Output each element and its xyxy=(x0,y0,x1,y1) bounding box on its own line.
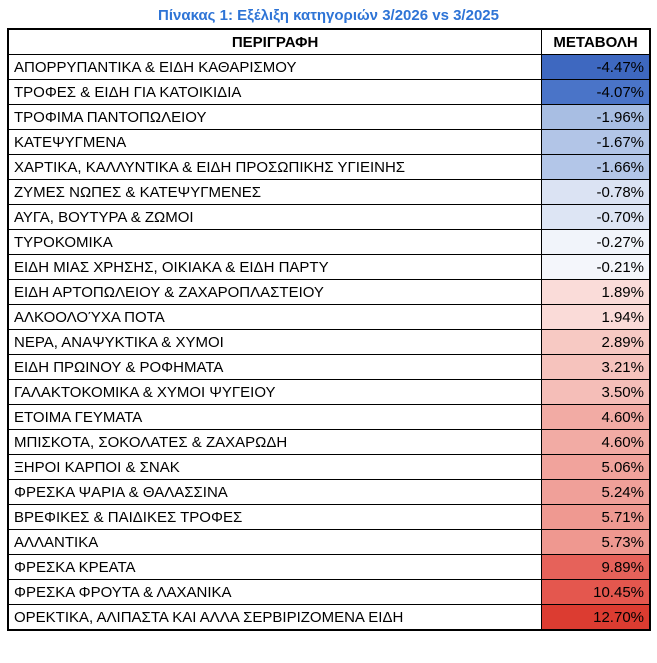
category-label: ΓΑΛΑΚΤΟΚΟΜΙΚΑ & ΧΥΜΟΙ ΨΥΓΕΙΟΥ xyxy=(7,379,543,405)
table-row: ΑΛΚΟΟΛΟΎΧΑ ΠΟΤΑ 1.94% xyxy=(7,304,651,330)
category-label: ΕΤΟΙΜΑ ΓΕΥΜΑΤΑ xyxy=(7,404,543,430)
change-value-cell: -4.47% xyxy=(541,54,651,80)
category-label: ΧΑΡΤΙΚΑ, ΚΑΛΛΥΝΤΙΚΑ & ΕΙΔΗ ΠΡΟΣΩΠΙΚΗΣ ΥΓ… xyxy=(7,154,543,180)
header-row: ΠΕΡΙΓΡΑΦΗ ΜΕΤΑΒΟΛΗ xyxy=(7,28,651,55)
change-value-cell: 5.06% xyxy=(541,454,651,480)
change-value-cell: 1.94% xyxy=(541,304,651,330)
table-row: ΒΡΕΦΙΚΕΣ & ΠΑΙΔΙΚΕΣ ΤΡΟΦΕΣ 5.71% xyxy=(7,504,651,530)
change-value-cell: 9.89% xyxy=(541,554,651,580)
category-label: ΞΗΡΟΙ ΚΑΡΠΟΙ & ΣΝΑΚ xyxy=(7,454,543,480)
category-label: ΕΙΔΗ ΑΡΤΟΠΩΛΕΙΟΥ & ΖΑΧΑΡΟΠΛΑΣΤΕΙΟΥ xyxy=(7,279,543,305)
table-row: ΜΠΙΣΚΟΤΑ, ΣΟΚΟΛΑΤΕΣ & ΖΑΧΑΡΩΔΗ 4.60% xyxy=(7,429,651,455)
table-row: ΦΡΕΣΚΑ ΚΡΕΑΤΑ 9.89% xyxy=(7,554,651,580)
category-change-table: ΠΕΡΙΓΡΑΦΗ ΜΕΤΑΒΟΛΗ ΑΠΟΡΡΥΠΑΝΤΙΚΑ & ΕΙΔΗ … xyxy=(7,28,651,631)
category-label: ΑΛΛΑΝΤΙΚΑ xyxy=(7,529,543,555)
table-row: ΝΕΡΑ, ΑΝΑΨΥΚΤΙΚΑ & ΧΥΜΟΙ 2.89% xyxy=(7,329,651,355)
column-header-change: ΜΕΤΑΒΟΛΗ xyxy=(541,28,651,55)
change-value-cell: 12.70% xyxy=(541,604,651,631)
table-title: Πίνακας 1: Εξέλιξη κατηγοριών 3/2026 vs … xyxy=(158,7,499,24)
table-row: ΖΥΜΕΣ ΝΩΠΕΣ & ΚΑΤΕΨΥΓΜΕΝΕΣ -0.78% xyxy=(7,179,651,205)
category-label: ΦΡΕΣΚΑ ΨΑΡΙΑ & ΘΑΛΑΣΣΙΝΑ xyxy=(7,479,543,505)
change-value-cell: -0.70% xyxy=(541,204,651,230)
change-value-cell: -0.78% xyxy=(541,179,651,205)
category-label: ΤΡΟΦΙΜΑ ΠΑΝΤΟΠΩΛΕΙΟΥ xyxy=(7,104,543,130)
category-label: ΑΥΓΑ, ΒΟΥΤΥΡΑ & ΖΩΜΟΙ xyxy=(7,204,543,230)
change-value-cell: -0.21% xyxy=(541,254,651,280)
category-label: ΝΕΡΑ, ΑΝΑΨΥΚΤΙΚΑ & ΧΥΜΟΙ xyxy=(7,329,543,355)
category-label: ΦΡΕΣΚΑ ΚΡΕΑΤΑ xyxy=(7,554,543,580)
table-row: ΦΡΕΣΚΑ ΨΑΡΙΑ & ΘΑΛΑΣΣΙΝΑ 5.24% xyxy=(7,479,651,505)
table-row: ΤΡΟΦΙΜΑ ΠΑΝΤΟΠΩΛΕΙΟΥ -1.96% xyxy=(7,104,651,130)
table-row: ΑΥΓΑ, ΒΟΥΤΥΡΑ & ΖΩΜΟΙ -0.70% xyxy=(7,204,651,230)
change-value-cell: 4.60% xyxy=(541,404,651,430)
change-value-cell: -4.07% xyxy=(541,79,651,105)
table-row: ΤΥΡΟΚΟΜΙΚΑ -0.27% xyxy=(7,229,651,255)
table-row: ΞΗΡΟΙ ΚΑΡΠΟΙ & ΣΝΑΚ 5.06% xyxy=(7,454,651,480)
category-label: ΑΛΚΟΟΛΟΎΧΑ ΠΟΤΑ xyxy=(7,304,543,330)
change-value-cell: -0.27% xyxy=(541,229,651,255)
table-row: ΑΠΟΡΡΥΠΑΝΤΙΚΑ & ΕΙΔΗ ΚΑΘΑΡΙΣΜΟΥ -4.47% xyxy=(7,54,651,80)
table-body: ΑΠΟΡΡΥΠΑΝΤΙΚΑ & ΕΙΔΗ ΚΑΘΑΡΙΣΜΟΥ -4.47% ΤΡΟ… xyxy=(7,54,651,631)
category-label: ΒΡΕΦΙΚΕΣ & ΠΑΙΔΙΚΕΣ ΤΡΟΦΕΣ xyxy=(7,504,543,530)
table-row: ΓΑΛΑΚΤΟΚΟΜΙΚΑ & ΧΥΜΟΙ ΨΥΓΕΙΟΥ 3.50% xyxy=(7,379,651,405)
table-row: ΕΙΔΗ ΑΡΤΟΠΩΛΕΙΟΥ & ΖΑΧΑΡΟΠΛΑΣΤΕΙΟΥ 1.89% xyxy=(7,279,651,305)
table-row: ΕΤΟΙΜΑ ΓΕΥΜΑΤΑ 4.60% xyxy=(7,404,651,430)
change-value-cell: 10.45% xyxy=(541,579,651,605)
change-value-cell: 1.89% xyxy=(541,279,651,305)
change-value-cell: -1.67% xyxy=(541,129,651,155)
table-row: ΧΑΡΤΙΚΑ, ΚΑΛΛΥΝΤΙΚΑ & ΕΙΔΗ ΠΡΟΣΩΠΙΚΗΣ ΥΓ… xyxy=(7,154,651,180)
category-label: ΤΡΟΦΕΣ & ΕΙΔΗ ΓΙΑ ΚΑΤΟΙΚΙΔΙΑ xyxy=(7,79,543,105)
table-row: ΕΙΔΗ ΜΙΑΣ ΧΡΗΣΗΣ, ΟΙΚΙΑΚΑ & ΕΙΔΗ ΠΑΡΤΥ -0… xyxy=(7,254,651,280)
change-value-cell: 4.60% xyxy=(541,429,651,455)
category-label: ΕΙΔΗ ΠΡΩΙΝΟΥ & ΡΟΦΗΜΑΤΑ xyxy=(7,354,543,380)
category-label: ΕΙΔΗ ΜΙΑΣ ΧΡΗΣΗΣ, ΟΙΚΙΑΚΑ & ΕΙΔΗ ΠΑΡΤΥ xyxy=(7,254,543,280)
category-label: ΜΠΙΣΚΟΤΑ, ΣΟΚΟΛΑΤΕΣ & ΖΑΧΑΡΩΔΗ xyxy=(7,429,543,455)
table-row: ΟΡΕΚΤΙΚΑ, ΑΛΙΠΑΣΤΑ ΚΑΙ ΑΛΛΑ ΣΕΡΒΙΡΙΖΟΜΕΝ… xyxy=(7,604,651,631)
category-label: ΑΠΟΡΡΥΠΑΝΤΙΚΑ & ΕΙΔΗ ΚΑΘΑΡΙΣΜΟΥ xyxy=(7,54,543,80)
table-row: ΕΙΔΗ ΠΡΩΙΝΟΥ & ΡΟΦΗΜΑΤΑ 3.21% xyxy=(7,354,651,380)
table-row: ΑΛΛΑΝΤΙΚΑ 5.73% xyxy=(7,529,651,555)
change-value-cell: 2.89% xyxy=(541,329,651,355)
table-row: ΦΡΕΣΚΑ ΦΡΟΥΤΑ & ΛΑΧΑΝΙΚΑ 10.45% xyxy=(7,579,651,605)
table-row: ΤΡΟΦΕΣ & ΕΙΔΗ ΓΙΑ ΚΑΤΟΙΚΙΔΙΑ -4.07% xyxy=(7,79,651,105)
change-value-cell: 5.71% xyxy=(541,504,651,530)
category-label: ΖΥΜΕΣ ΝΩΠΕΣ & ΚΑΤΕΨΥΓΜΕΝΕΣ xyxy=(7,179,543,205)
category-label: ΟΡΕΚΤΙΚΑ, ΑΛΙΠΑΣΤΑ ΚΑΙ ΑΛΛΑ ΣΕΡΒΙΡΙΖΟΜΕΝ… xyxy=(7,604,543,631)
change-value-cell: 5.24% xyxy=(541,479,651,505)
category-label: ΤΥΡΟΚΟΜΙΚΑ xyxy=(7,229,543,255)
change-value-cell: 3.21% xyxy=(541,354,651,380)
change-value-cell: -1.96% xyxy=(541,104,651,130)
category-label: ΚΑΤΕΨΥΓΜΕΝΑ xyxy=(7,129,543,155)
category-label: ΦΡΕΣΚΑ ΦΡΟΥΤΑ & ΛΑΧΑΝΙΚΑ xyxy=(7,579,543,605)
column-header-description: ΠΕΡΙΓΡΑΦΗ xyxy=(7,28,543,55)
table-row: ΚΑΤΕΨΥΓΜΕΝΑ -1.67% xyxy=(7,129,651,155)
change-value-cell: 5.73% xyxy=(541,529,651,555)
change-value-cell: 3.50% xyxy=(541,379,651,405)
change-value-cell: -1.66% xyxy=(541,154,651,180)
